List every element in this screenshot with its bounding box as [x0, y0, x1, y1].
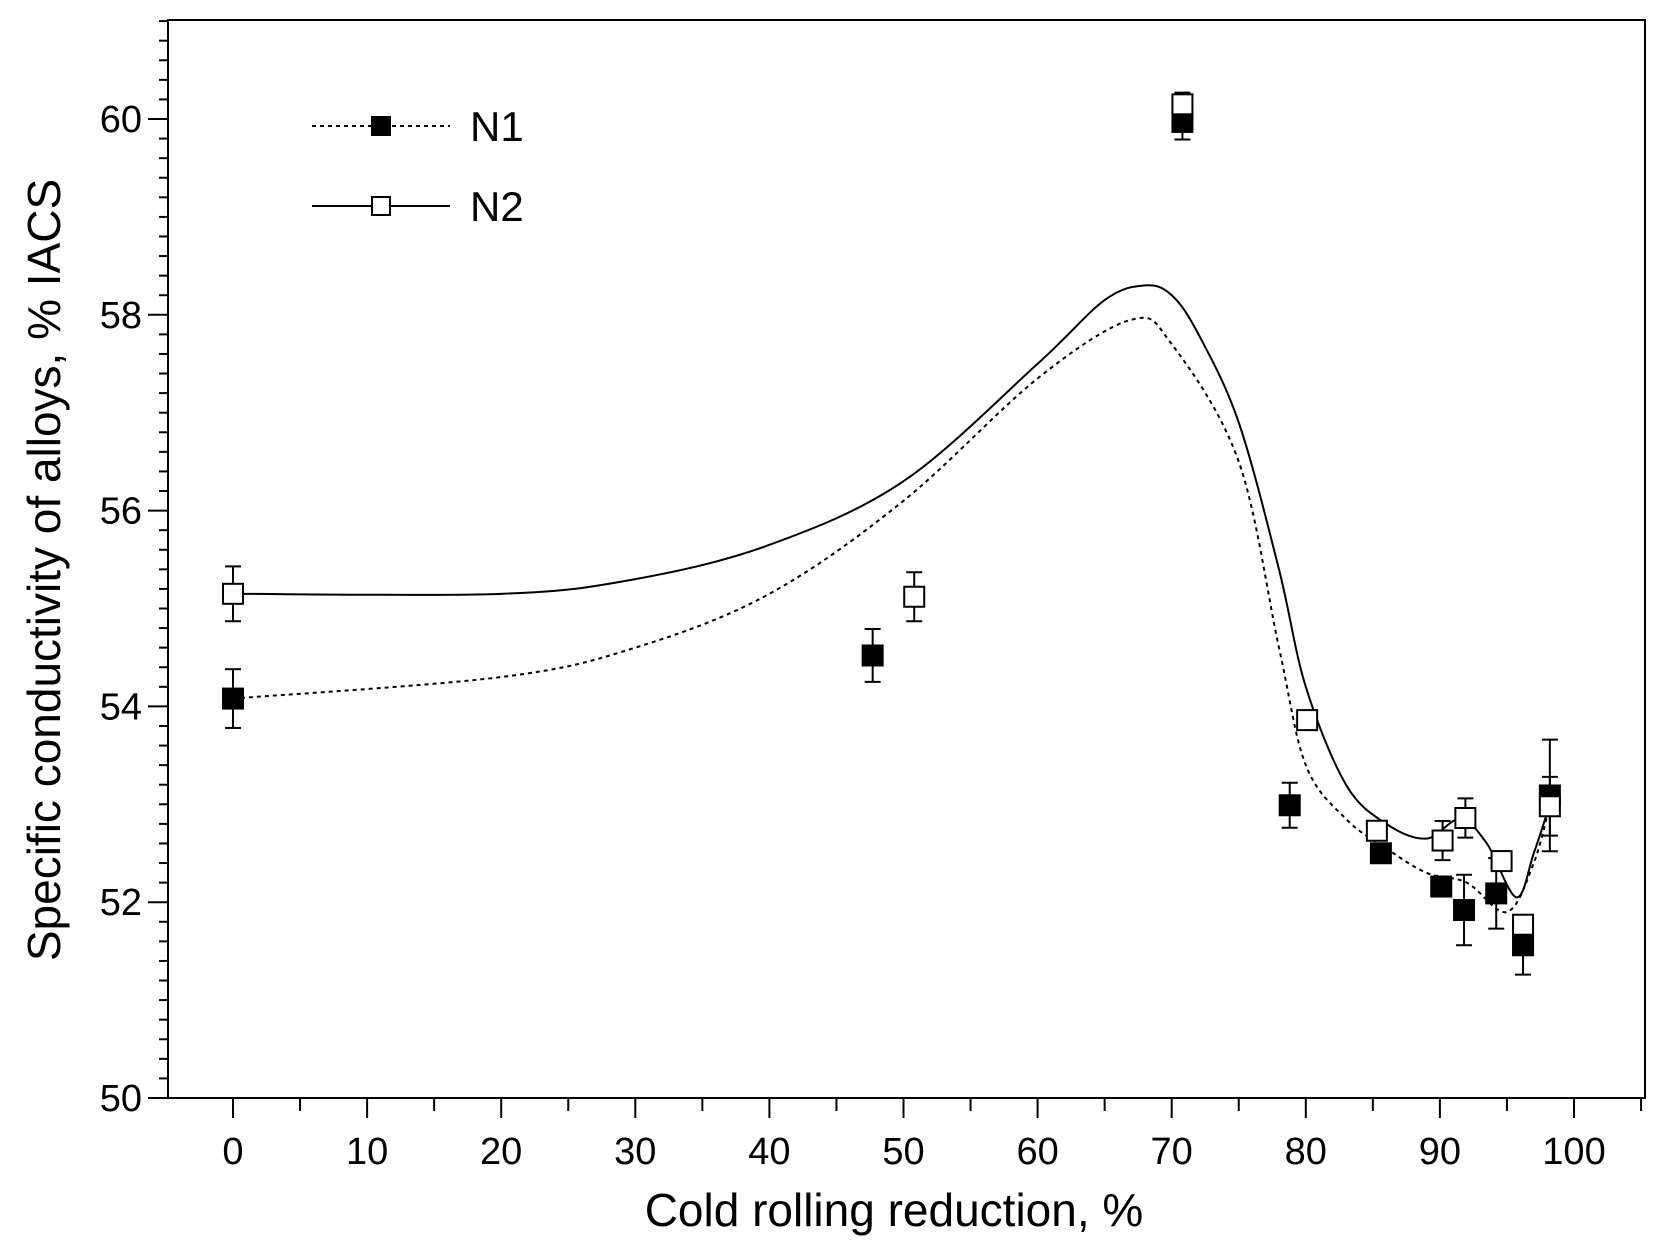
y-tick-label: 60 — [100, 99, 142, 141]
x-tick-label: 10 — [346, 1131, 388, 1173]
x-tick-label: 40 — [748, 1131, 790, 1173]
data-markers — [222, 91, 1561, 976]
x-tick-label: 50 — [882, 1131, 924, 1173]
data-point-n1 — [1278, 794, 1301, 817]
legend-label: N2 — [470, 183, 524, 230]
legend-marker — [371, 116, 391, 136]
legend-item-n2: N2 — [312, 183, 524, 230]
data-point-n2 — [1538, 795, 1561, 818]
y-tick-label: 52 — [100, 882, 142, 924]
x-axis-title: Cold rolling reduction, % — [645, 1184, 1144, 1236]
y-axis: 50 52 54 56 58 60 — [100, 20, 168, 1120]
data-point-n1 — [1485, 882, 1508, 905]
y-tick-label: 50 — [100, 1078, 142, 1120]
data-point-n2 — [1365, 819, 1388, 842]
x-axis: 0 10 20 30 40 50 60 70 80 90 100 — [222, 1098, 1643, 1173]
y-tick-label: 58 — [100, 295, 142, 337]
y-tick-label: 54 — [100, 686, 142, 728]
data-point-n2 — [1431, 829, 1454, 852]
fit-curve-n1 — [232, 316, 1551, 913]
data-point-n2 — [903, 585, 926, 608]
data-point-n2 — [1512, 913, 1535, 936]
plot-frame — [167, 19, 1646, 1099]
x-tick-label: 20 — [480, 1131, 522, 1173]
x-tick-label: 30 — [614, 1131, 656, 1173]
legend-marker — [371, 196, 391, 216]
x-tick-label: 0 — [222, 1131, 243, 1173]
x-tick-label: 80 — [1285, 1131, 1327, 1173]
data-point-n1 — [1453, 899, 1476, 922]
data-point-n1 — [222, 687, 244, 710]
legend: N1 N2 — [312, 103, 524, 230]
y-tick-label: 56 — [100, 491, 142, 533]
data-point-n2 — [1490, 850, 1513, 873]
plot-border — [167, 19, 1646, 1099]
x-tick-label: 100 — [1542, 1131, 1605, 1173]
data-point-n1 — [1430, 875, 1453, 898]
data-point-n1 — [1512, 934, 1535, 957]
data-point-n1 — [861, 644, 884, 667]
data-point-n2 — [1171, 93, 1194, 116]
data-point-n1 — [1369, 842, 1392, 865]
legend-label: N1 — [470, 103, 524, 150]
legend-item-n1: N1 — [312, 103, 524, 150]
x-tick-label: 70 — [1151, 1131, 1193, 1173]
x-tick-label: 90 — [1419, 1131, 1461, 1173]
x-tick-label: 60 — [1016, 1131, 1058, 1173]
y-axis-title: Specific conductivity of alloys, % IACS — [18, 179, 70, 961]
data-point-n2 — [1296, 709, 1319, 732]
data-point-n2 — [222, 582, 244, 605]
data-point-n2 — [1454, 807, 1477, 830]
